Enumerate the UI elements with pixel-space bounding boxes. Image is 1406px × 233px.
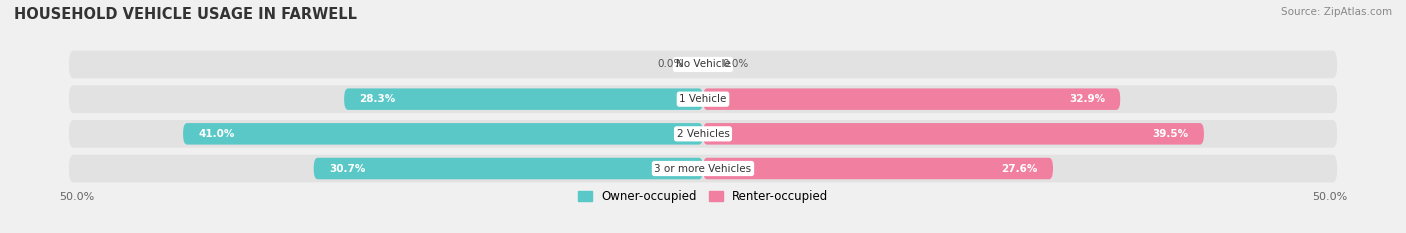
Text: Source: ZipAtlas.com: Source: ZipAtlas.com (1281, 7, 1392, 17)
Text: 50.0%: 50.0% (1312, 192, 1347, 202)
Legend: Owner-occupied, Renter-occupied: Owner-occupied, Renter-occupied (572, 185, 834, 208)
Text: 41.0%: 41.0% (198, 129, 235, 139)
Text: 0.0%: 0.0% (658, 59, 683, 69)
Text: 28.3%: 28.3% (360, 94, 395, 104)
FancyBboxPatch shape (69, 155, 1337, 182)
FancyBboxPatch shape (703, 88, 1121, 110)
Text: 39.5%: 39.5% (1153, 129, 1188, 139)
FancyBboxPatch shape (314, 158, 703, 179)
Text: 3 or more Vehicles: 3 or more Vehicles (654, 164, 752, 174)
FancyBboxPatch shape (69, 51, 1337, 78)
FancyBboxPatch shape (69, 120, 1337, 148)
Text: 32.9%: 32.9% (1069, 94, 1105, 104)
Text: 0.0%: 0.0% (723, 59, 748, 69)
Text: 50.0%: 50.0% (59, 192, 94, 202)
Text: 2 Vehicles: 2 Vehicles (676, 129, 730, 139)
Text: 30.7%: 30.7% (329, 164, 366, 174)
FancyBboxPatch shape (69, 85, 1337, 113)
Text: No Vehicle: No Vehicle (675, 59, 731, 69)
FancyBboxPatch shape (344, 88, 703, 110)
Text: 1 Vehicle: 1 Vehicle (679, 94, 727, 104)
FancyBboxPatch shape (183, 123, 703, 145)
Text: HOUSEHOLD VEHICLE USAGE IN FARWELL: HOUSEHOLD VEHICLE USAGE IN FARWELL (14, 7, 357, 22)
FancyBboxPatch shape (703, 123, 1204, 145)
Text: 27.6%: 27.6% (1001, 164, 1038, 174)
FancyBboxPatch shape (703, 158, 1053, 179)
